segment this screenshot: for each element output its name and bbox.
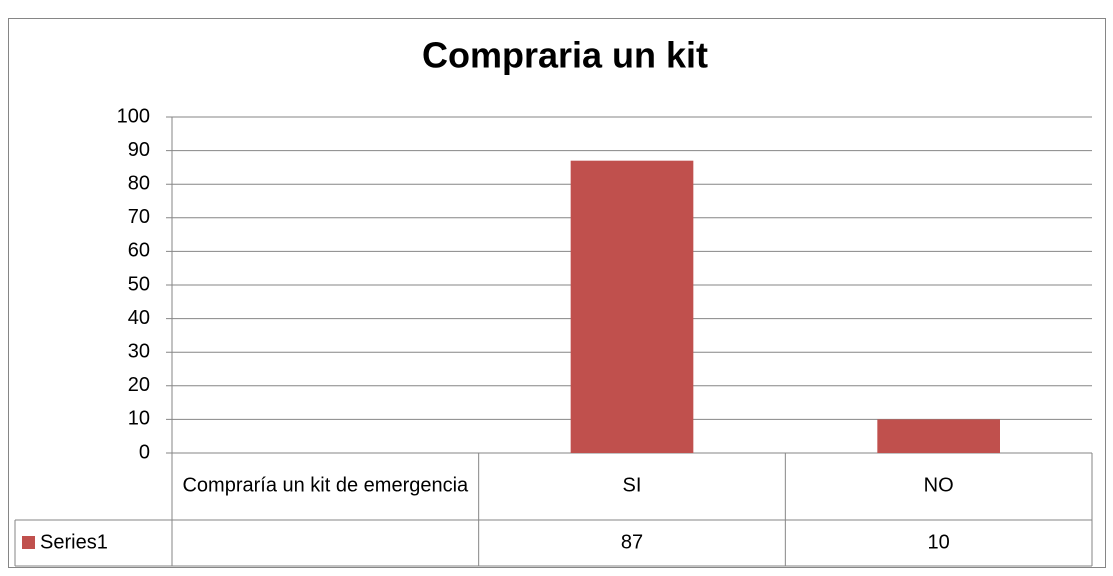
table-value: 10 [928, 531, 950, 553]
x-tick-label: SI [623, 474, 642, 496]
table-value: 87 [621, 531, 643, 553]
chart-border [8, 18, 1106, 568]
y-tick-label: 50 [128, 273, 150, 295]
y-tick-label: 20 [128, 374, 150, 396]
legend-label: Series1 [40, 531, 108, 553]
y-tick-label: 10 [128, 408, 150, 430]
y-tick-label: 90 [128, 139, 150, 161]
y-tick-label: 0 [139, 441, 150, 463]
legend-key [22, 536, 35, 549]
y-tick-label: 40 [128, 307, 150, 329]
x-tick-label: Compraría un kit de emergencia [182, 474, 469, 496]
y-tick-label: 30 [128, 340, 150, 362]
y-tick-label: 60 [128, 240, 150, 262]
x-tick-label: NO [924, 474, 954, 496]
y-tick-label: 100 [117, 105, 150, 127]
bar [877, 419, 1000, 453]
y-tick-label: 80 [128, 172, 150, 194]
chart-title: Compraria un kit [422, 35, 708, 76]
bar [570, 160, 694, 453]
y-tick-label: 70 [128, 206, 150, 228]
